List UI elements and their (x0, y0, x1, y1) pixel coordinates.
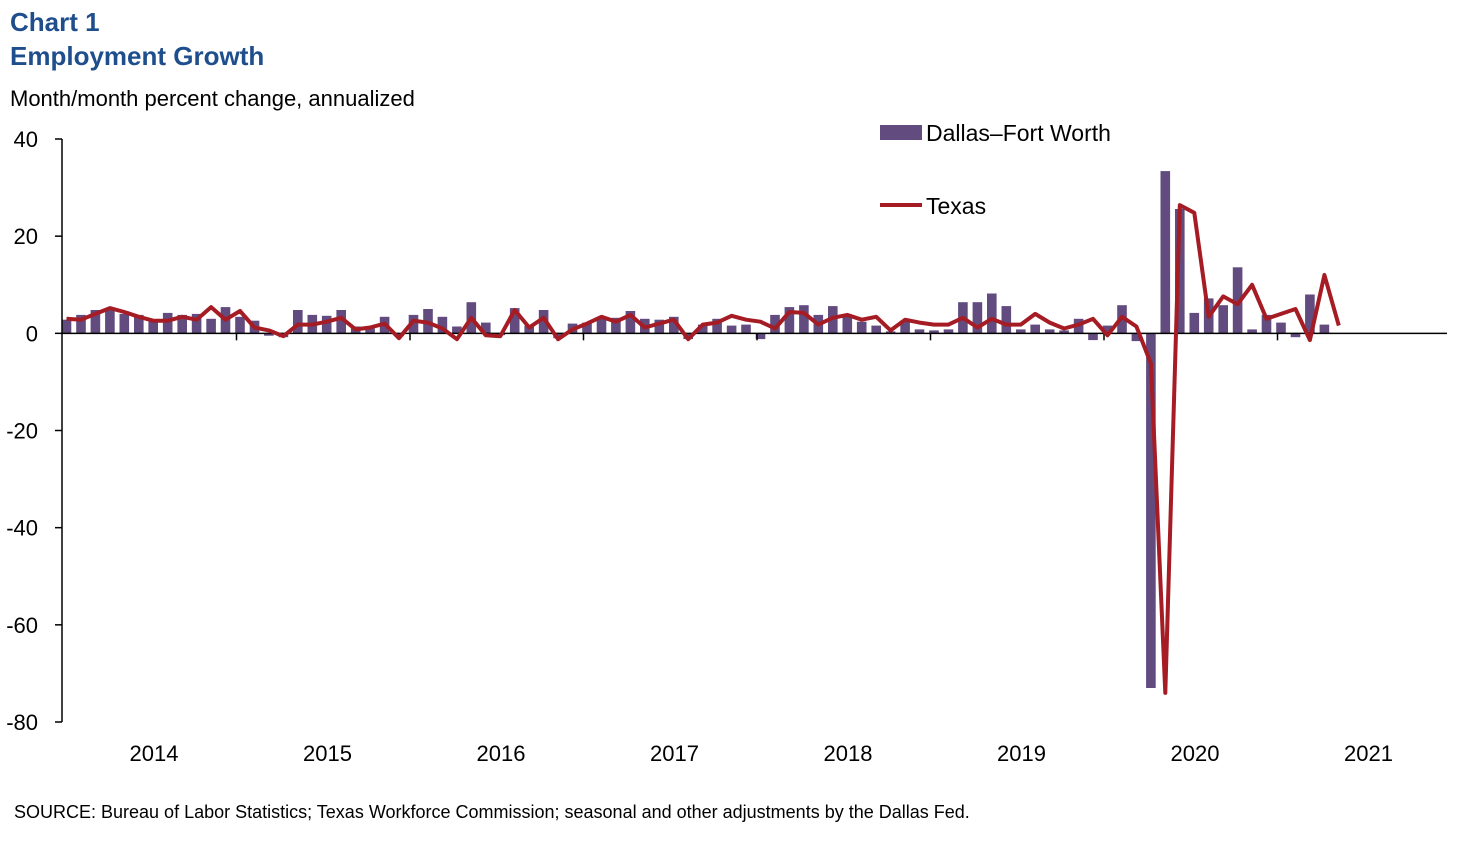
dfw-bar (1044, 329, 1055, 334)
dfw-bar (1218, 305, 1228, 334)
dfw-bar (76, 314, 86, 334)
dfw-bar (1232, 267, 1243, 334)
dfw-bar (1261, 314, 1272, 334)
dfw-bar (712, 318, 722, 334)
y-tick-label: -20 (6, 419, 38, 444)
legend: Dallas–Fort Worth Texas (880, 120, 1111, 219)
legend-label-texas: Texas (926, 193, 986, 219)
dfw-bar (452, 326, 462, 334)
x-tick-label: 2020 (1171, 741, 1220, 766)
dfw-bar (871, 325, 881, 334)
x-tick-label: 2015 (303, 741, 352, 766)
dfw-bar (1319, 324, 1330, 334)
dfw-bar (481, 322, 491, 334)
dfw-bar (206, 318, 216, 334)
dfw-bar (596, 318, 607, 334)
dfw-bar (61, 319, 72, 334)
dfw-bar (1305, 294, 1315, 334)
source-note: SOURCE: Bureau of Labor Statistics; Texa… (14, 802, 970, 822)
x-tick-label: 2016 (477, 741, 526, 766)
dfw-bar (235, 316, 245, 334)
dfw-bar (1160, 171, 1171, 334)
y-tick-label: 40 (14, 127, 38, 152)
y-tick-label: 0 (26, 321, 38, 346)
dfw-bar (1276, 322, 1286, 334)
chart-title: Employment Growth (10, 41, 265, 71)
dfw-bar (625, 311, 636, 334)
y-tick-label: -60 (6, 613, 38, 638)
dfw-bar (799, 305, 809, 334)
dfw-bar (1247, 329, 1257, 334)
dfw-bar (929, 330, 939, 334)
dfw-bar (408, 314, 419, 334)
y-tick-label: 20 (14, 224, 38, 249)
dfw-bar (394, 333, 404, 337)
dfw-bar (900, 320, 910, 334)
y-axis-label: Month/month percent change, annualized (10, 86, 415, 111)
dfw-bar (669, 316, 679, 334)
dfw-bar (293, 310, 303, 334)
dfw-bar (538, 310, 549, 334)
dfw-bar (191, 313, 202, 334)
dfw-bar (134, 314, 144, 334)
dfw-bar (1131, 333, 1142, 342)
dfw-bar (264, 333, 274, 336)
dfw-bar (784, 307, 795, 334)
x-tick-label: 2014 (130, 741, 179, 766)
dfw-bar (726, 325, 737, 334)
dfw-bar (509, 308, 520, 334)
dfw-bar (1189, 312, 1200, 334)
dfw-bar (741, 324, 751, 334)
dfw-bar (755, 333, 766, 340)
dfw-bar (1016, 329, 1026, 334)
dfw-bar (943, 329, 954, 334)
texas-line (66, 203, 1341, 695)
x-tick-label: 2021 (1344, 741, 1393, 766)
legend-swatch-dfw (880, 125, 922, 140)
legend-label-dfw: Dallas–Fort Worth (926, 120, 1111, 146)
dfw-bar (177, 314, 187, 334)
y-tick-label: -40 (6, 516, 38, 541)
axes: 40 20 0 -20 -40 -60 -80 2014 2015 2016 2017 2018 201… (6, 127, 1447, 766)
dfw-bar (972, 302, 983, 334)
dfw-bar (90, 310, 101, 334)
dfw-bar (654, 319, 665, 334)
dfw-bar (336, 310, 346, 334)
dfw-bar (437, 316, 448, 334)
dfw-bar (365, 328, 375, 334)
dfw-bar (1290, 333, 1301, 338)
dfw-bar (148, 319, 158, 334)
dfw-bar (162, 312, 173, 334)
x-tick-label: 2017 (650, 741, 699, 766)
y-tick-label: -80 (6, 710, 38, 735)
x-tick-label: 2019 (997, 741, 1046, 766)
dfw-bar (1059, 330, 1069, 334)
dfw-bar (1146, 333, 1156, 688)
dfw-bar (697, 324, 708, 334)
dfw-bars (61, 171, 1330, 688)
dfw-bar (321, 315, 332, 334)
dfw-bar (119, 313, 130, 334)
chart-area: 40 20 0 -20 -40 -60 -80 2014 2015 2016 2017 2018 201… (6, 120, 1447, 766)
dfw-bar (842, 314, 853, 334)
dfw-bar (611, 317, 621, 334)
x-tick-label: 2018 (824, 741, 873, 766)
dfw-bar (1030, 324, 1040, 334)
chart-label: Chart 1 (10, 7, 100, 37)
dfw-bar (105, 309, 115, 334)
dfw-bar (1001, 306, 1012, 334)
dfw-bar (1088, 333, 1098, 341)
dfw-bar (987, 293, 997, 334)
dfw-bar (770, 314, 780, 334)
dfw-bar (582, 322, 592, 334)
dfw-bar (1102, 325, 1113, 334)
dfw-bar (856, 321, 867, 334)
dfw-bar (914, 329, 925, 334)
